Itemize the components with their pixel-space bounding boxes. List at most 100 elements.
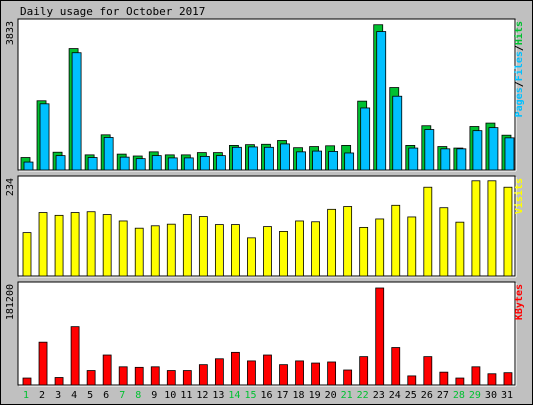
day-label-2: 2 [39, 390, 45, 401]
bar-kbytes-1 [22, 377, 32, 386]
bar-files-31 [504, 137, 515, 171]
bar-visits-18 [295, 220, 304, 277]
bar-visits-28 [455, 221, 465, 277]
bar-kbytes-11 [182, 370, 192, 386]
day-label-29: 29 [469, 390, 481, 401]
bar-kbytes-31 [503, 372, 513, 386]
bar-visits-1 [22, 232, 32, 277]
bar-visits-13 [214, 224, 224, 277]
bar-kbytes-25 [407, 375, 417, 386]
bar-kbytes-24 [391, 347, 401, 386]
bar-kbytes-15 [247, 360, 256, 386]
bar-kbytes-8 [134, 366, 144, 386]
bar-kbytes-7 [118, 366, 128, 386]
bar-visits-6 [102, 214, 112, 277]
day-label-1: 1 [23, 390, 29, 401]
day-label-4: 4 [71, 390, 77, 401]
bar-kbytes-23 [375, 287, 385, 386]
day-label-8: 8 [135, 390, 141, 401]
chart-title: Daily usage for October 2017 [20, 5, 205, 18]
bar-files-22 [360, 107, 371, 171]
bar-visits-19 [311, 221, 320, 277]
bar-files-11 [183, 157, 194, 171]
day-label-27: 27 [437, 390, 449, 401]
bar-visits-26 [423, 186, 433, 277]
day-label-6: 6 [103, 390, 109, 401]
bar-visits-21 [343, 206, 353, 277]
bar-files-8 [135, 158, 146, 171]
legend-part-top-2: Files [513, 51, 525, 81]
day-label-17: 17 [277, 390, 289, 401]
bar-visits-23 [375, 218, 385, 277]
legend-part-bottom-0: KBytes [514, 284, 525, 320]
bar-files-28 [456, 148, 467, 171]
bar-visits-31 [503, 186, 513, 277]
bar-kbytes-12 [198, 364, 208, 386]
bar-visits-29 [471, 180, 481, 277]
bar-kbytes-14 [231, 351, 240, 386]
bar-kbytes-27 [439, 371, 449, 386]
legend-top: Pages/Files/Hits [513, 21, 525, 117]
bar-visits-4 [70, 212, 80, 277]
bar-files-2 [39, 103, 50, 171]
legend-bottom: KBytes [514, 284, 525, 320]
bar-files-27 [440, 148, 451, 171]
day-label-23: 23 [373, 390, 385, 401]
bar-kbytes-20 [327, 361, 337, 386]
day-label-18: 18 [293, 390, 305, 401]
bar-kbytes-3 [54, 377, 64, 386]
bar-kbytes-16 [263, 354, 272, 386]
bar-visits-17 [279, 231, 288, 277]
bar-files-5 [87, 157, 98, 171]
bar-files-3 [55, 155, 66, 171]
day-label-10: 10 [164, 390, 176, 401]
legend-part-top-4: Hits [513, 21, 525, 45]
day-label-3: 3 [55, 390, 61, 401]
day-label-9: 9 [151, 390, 157, 401]
bar-kbytes-4 [70, 326, 80, 386]
max-label-middle: 234 [5, 178, 16, 196]
legend-part-top-1: / [514, 81, 525, 87]
bar-files-25 [408, 147, 419, 171]
bar-files-4 [71, 52, 82, 171]
bar-files-9 [151, 155, 162, 171]
day-label-26: 26 [421, 390, 433, 401]
bar-files-23 [376, 31, 387, 171]
bar-visits-11 [182, 214, 192, 277]
bar-visits-12 [198, 216, 208, 277]
bar-kbytes-2 [38, 341, 48, 386]
bar-visits-8 [134, 227, 144, 277]
bar-kbytes-29 [471, 366, 481, 386]
day-label-30: 30 [485, 390, 497, 401]
bar-files-17 [280, 143, 290, 171]
bar-kbytes-22 [359, 356, 369, 386]
day-label-25: 25 [405, 390, 417, 401]
bar-files-7 [119, 156, 130, 171]
bar-kbytes-26 [423, 356, 433, 386]
bar-kbytes-5 [86, 370, 96, 386]
day-label-5: 5 [87, 390, 93, 401]
bar-kbytes-18 [295, 360, 304, 386]
bar-files-15 [248, 146, 258, 171]
day-label-28: 28 [453, 390, 465, 401]
bar-visits-10 [166, 223, 176, 277]
bar-visits-22 [359, 226, 369, 277]
legend-part-top-3: / [514, 45, 525, 51]
legend-middle: Visits [513, 178, 525, 214]
bar-visits-20 [327, 208, 337, 277]
bar-files-30 [488, 127, 499, 171]
day-label-13: 13 [212, 390, 224, 401]
bar-kbytes-28 [455, 377, 465, 386]
day-label-15: 15 [244, 390, 256, 401]
bar-visits-9 [150, 225, 160, 277]
panel-bottom: 181200 KBytes [5, 281, 525, 387]
bar-visits-25 [407, 216, 417, 277]
day-label-11: 11 [180, 390, 192, 401]
panel-middle: 234 Visits [5, 175, 525, 278]
bar-kbytes-19 [311, 362, 320, 386]
bar-kbytes-9 [150, 366, 160, 386]
day-label-7: 7 [119, 390, 125, 401]
day-label-12: 12 [196, 390, 208, 401]
